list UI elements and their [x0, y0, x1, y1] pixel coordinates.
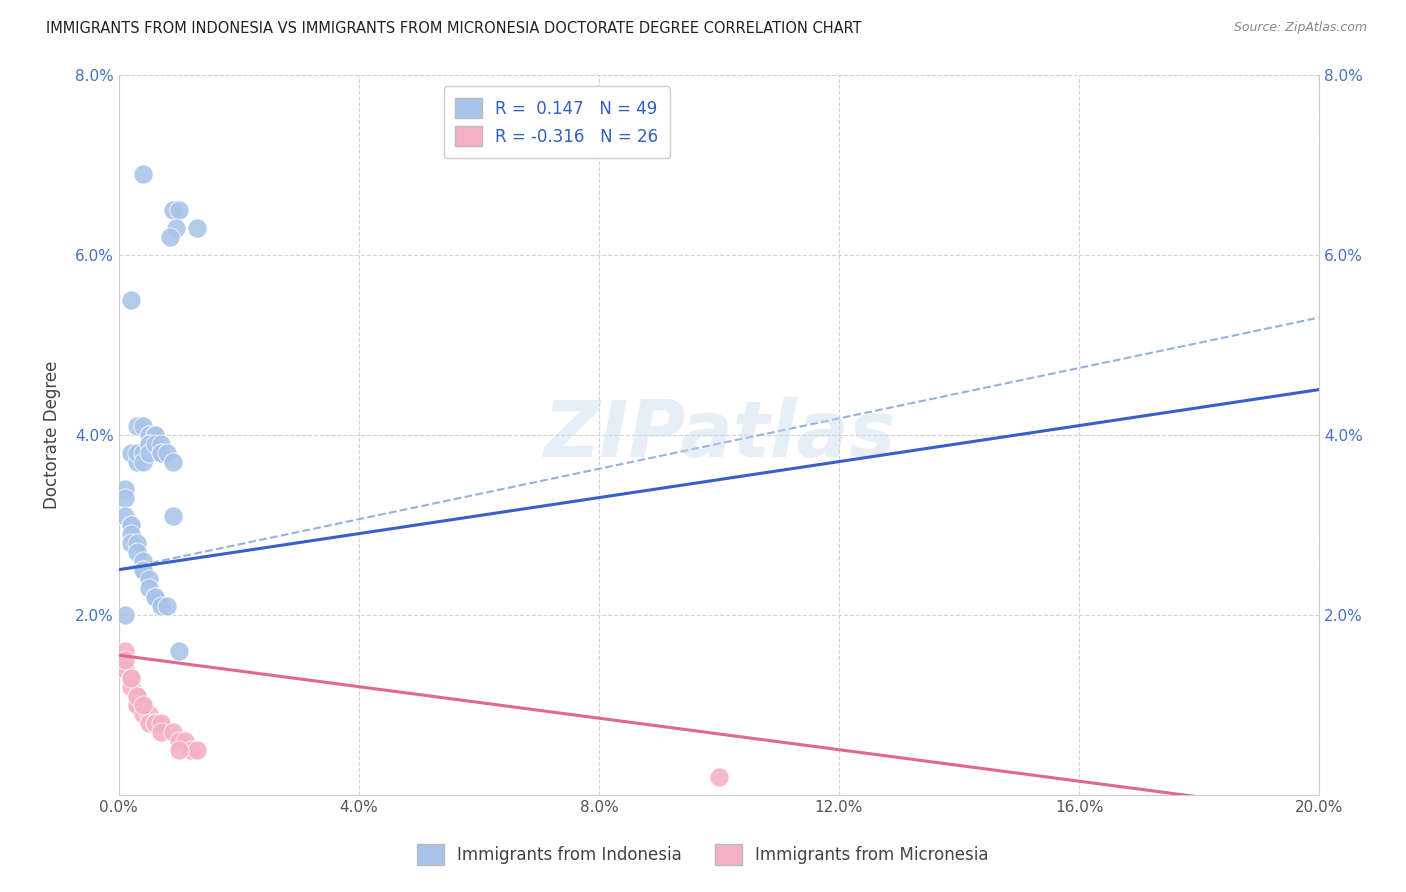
Text: Source: ZipAtlas.com: Source: ZipAtlas.com [1233, 21, 1367, 34]
Point [143, 715, 166, 730]
Point [120, 445, 142, 459]
Point [125, 689, 148, 703]
Point [120, 671, 142, 685]
Point [149, 715, 172, 730]
Point [162, 202, 184, 217]
Point [149, 436, 172, 450]
Point [114, 508, 136, 523]
Point [149, 445, 172, 459]
Point [138, 706, 160, 721]
Point [125, 698, 148, 712]
Point [138, 427, 160, 442]
Point [120, 671, 142, 685]
Point [149, 724, 172, 739]
Point [114, 653, 136, 667]
Point [132, 698, 155, 712]
Point [132, 445, 155, 459]
Point [143, 436, 166, 450]
Point [156, 599, 179, 613]
Point [125, 455, 148, 469]
Point [132, 698, 155, 712]
Point [114, 643, 136, 657]
Point [149, 599, 172, 613]
Point [114, 482, 136, 496]
Point [114, 662, 136, 676]
Point [120, 293, 142, 307]
Y-axis label: Doctorate Degree: Doctorate Degree [44, 360, 60, 508]
Point [125, 535, 148, 549]
Legend: R =  0.147   N = 49, R = -0.316   N = 26: R = 0.147 N = 49, R = -0.316 N = 26 [444, 87, 671, 158]
Legend: Immigrants from Indonesia, Immigrants from Micronesia: Immigrants from Indonesia, Immigrants fr… [409, 836, 997, 873]
Point [132, 706, 155, 721]
Point [138, 445, 160, 459]
Point [120, 517, 142, 532]
Point [138, 572, 160, 586]
Point [125, 418, 148, 433]
Point [143, 590, 166, 604]
Point [114, 607, 136, 622]
Point [132, 563, 155, 577]
Point [143, 427, 166, 442]
Point [125, 544, 148, 558]
Point [138, 427, 160, 442]
Point [125, 689, 148, 703]
Point [138, 581, 160, 595]
Text: ZIPatlas: ZIPatlas [543, 397, 896, 473]
Point [143, 715, 166, 730]
Point [120, 517, 142, 532]
Point [120, 526, 142, 541]
Point [186, 742, 208, 756]
Point [143, 427, 166, 442]
Point [159, 229, 181, 244]
Point [180, 742, 202, 756]
Point [120, 535, 142, 549]
Point [167, 742, 190, 756]
Point [156, 445, 179, 459]
Point [125, 698, 148, 712]
Point [132, 418, 155, 433]
Point [167, 202, 190, 217]
Point [167, 643, 190, 657]
Point [125, 445, 148, 459]
Point [707, 770, 730, 784]
Point [173, 733, 195, 747]
Point [186, 220, 208, 235]
Point [149, 445, 172, 459]
Point [132, 554, 155, 568]
Point [138, 436, 160, 450]
Point [162, 455, 184, 469]
Point [149, 445, 172, 459]
Point [138, 436, 160, 450]
Point [143, 590, 166, 604]
Point [120, 680, 142, 694]
Point [167, 733, 190, 747]
Point [162, 724, 184, 739]
Point [165, 220, 187, 235]
Point [132, 455, 155, 469]
Point [132, 167, 155, 181]
Text: IMMIGRANTS FROM INDONESIA VS IMMIGRANTS FROM MICRONESIA DOCTORATE DEGREE CORRELA: IMMIGRANTS FROM INDONESIA VS IMMIGRANTS … [46, 21, 862, 36]
Point [132, 563, 155, 577]
Point [114, 491, 136, 505]
Point [162, 508, 184, 523]
Point [138, 715, 160, 730]
